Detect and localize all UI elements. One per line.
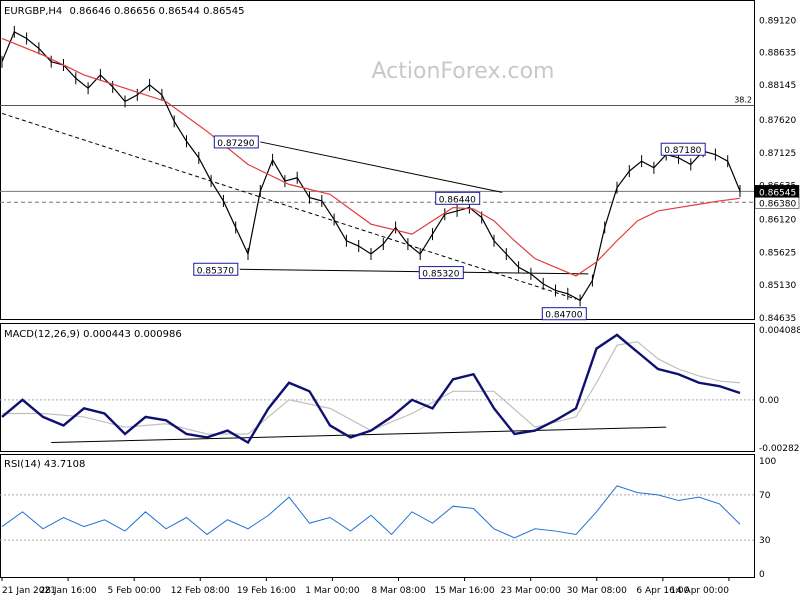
- price-annotation: 0.87180: [664, 146, 701, 156]
- rsi-panel: [0, 454, 755, 578]
- rsi-title: RSI(14) 43.7108: [4, 459, 85, 470]
- rsi-line: [1, 485, 741, 539]
- level-price-label: 0.86380: [759, 199, 796, 209]
- rsi-series-group: [0, 485, 754, 541]
- price-annotation-box: [418, 266, 464, 280]
- rsi-tick-label: 100: [759, 457, 776, 467]
- price-annotation-box: [193, 262, 239, 276]
- trendline: [1, 112, 577, 300]
- x-tick-label: 5 Feb 00:00: [108, 586, 162, 596]
- price-tick-label: 0.86635: [759, 181, 796, 191]
- x-tick-label: 12 Feb 08:00: [171, 586, 230, 596]
- macd-tick-label: -0.00282: [759, 444, 799, 454]
- price-tick-label: 0.84635: [759, 314, 796, 324]
- trendline: [239, 268, 589, 275]
- rsi-tick-label: 70: [759, 491, 771, 501]
- price-tick-label: 0.85130: [759, 281, 796, 291]
- price-tick-label: 0.88635: [759, 49, 796, 59]
- x-tick-label: 19 Feb 16:00: [237, 586, 296, 596]
- x-tick-label: 21 Jan 2021: [2, 586, 56, 596]
- price-tick-label: 0.88145: [759, 81, 796, 91]
- price-annotation: 0.84700: [545, 311, 582, 321]
- x-tick-label: 6 Apr 16:00: [636, 586, 689, 596]
- x-tick-label: 1 Mar 00:00: [305, 586, 360, 596]
- price-annotation-box: [660, 142, 706, 156]
- macd-title: MACD(12,26,9) 0.000443 0.000986: [4, 329, 182, 340]
- rsi-tick-label: 0: [759, 570, 765, 580]
- price-annotation: 0.85320: [422, 270, 459, 280]
- price-tick-label: 0.89120: [759, 17, 796, 27]
- rsi-tick-label: 30: [759, 536, 771, 546]
- price-tick-label: 0.85625: [759, 248, 796, 258]
- price-tick-label: 0.86120: [759, 216, 796, 226]
- price-annotation: 0.86440: [439, 195, 476, 205]
- price-annotation-box: [541, 307, 587, 321]
- trendline: [260, 141, 503, 193]
- macd-panel: [0, 323, 755, 452]
- x-tick-label: 14 Apr 00:00: [670, 586, 729, 596]
- level-label: 38.2: [734, 95, 752, 104]
- price-tick-label: 0.87620: [759, 116, 796, 126]
- price-annotation: 0.87290: [217, 139, 254, 149]
- x-tick-label: 30 Mar 08:00: [567, 586, 627, 596]
- price-panel: [0, 0, 755, 320]
- x-tick-label: 28 Jan 16:00: [40, 586, 97, 596]
- x-tick-label: 23 Mar 00:00: [501, 586, 561, 596]
- level-price-tag: [754, 185, 800, 198]
- price-annotation-box: [435, 191, 481, 205]
- ohlc-values: 0.86646 0.86656 0.86544 0.86545: [69, 6, 244, 17]
- macd-tick-label: 0.00: [759, 396, 779, 406]
- watermark: ActionForex.com: [372, 59, 555, 84]
- moving-average-line: [1, 37, 741, 277]
- price-series-group: 38.2 0.87290 0.85370 0.86440 0.85320 0.84700 0…: [0, 25, 754, 321]
- level-price-label: 0.86545: [759, 188, 796, 198]
- price-annotation: 0.85370: [197, 266, 234, 276]
- symbol-label: EURGBP,H4: [4, 6, 62, 17]
- macd-series-group: [0, 333, 754, 445]
- macd-tick-label: 0.004088: [759, 326, 800, 336]
- macd-line: [1, 333, 741, 445]
- chart-symbol: EURGBP,H4 0.86646 0.86656 0.86544 0.8654…: [4, 6, 244, 17]
- macd-signal-line: [2, 341, 741, 435]
- x-tick-label: 8 Mar 08:00: [371, 586, 426, 596]
- price-tick-label: 0.87125: [759, 149, 796, 159]
- x-tick-label: 15 Mar 16:00: [435, 586, 495, 596]
- price-annotation-box: [213, 135, 259, 149]
